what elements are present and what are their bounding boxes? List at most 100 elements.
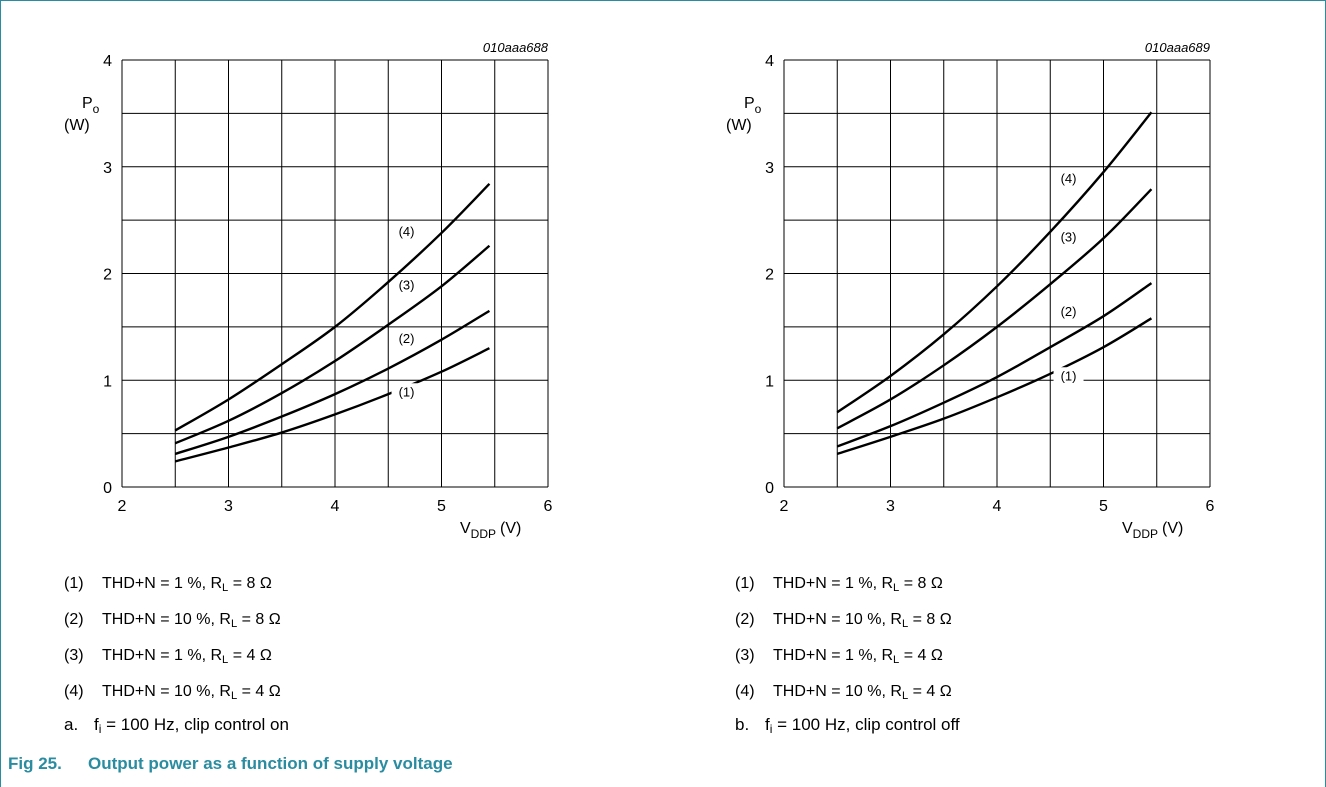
x-tick-label: 5	[1099, 498, 1108, 515]
series-line-1	[174, 347, 490, 463]
series-line-4	[174, 182, 491, 432]
legend-tail: = 8 Ω	[899, 575, 943, 592]
y-tick-label: 0	[103, 480, 112, 497]
series-label-bg	[391, 383, 422, 401]
x-tick-label: 4	[993, 498, 1002, 515]
series-label-bg	[1053, 367, 1084, 385]
y-tick-label: 1	[765, 373, 774, 390]
legend-tail: = 4 Ω	[908, 683, 952, 700]
legend-subscript: L	[222, 654, 229, 666]
figure-title-text: Output power as a function of supply vol…	[88, 754, 453, 773]
legend-tail: = 4 Ω	[228, 647, 272, 664]
x-tick-label: 5	[437, 498, 446, 515]
caption-b-sub: i	[769, 722, 773, 736]
series-label-2: (2)	[399, 331, 415, 346]
series-label-bg	[1053, 228, 1084, 246]
caption-a-text: = 100 Hz, clip control on	[101, 715, 289, 734]
series-label-1: (1)	[1061, 368, 1077, 383]
legend-subscript: L	[893, 654, 900, 666]
legend-subscript: L	[893, 582, 900, 594]
series-line-1	[836, 317, 1153, 456]
legend-number: (4)	[64, 683, 84, 700]
y-axis-label-sub: o	[755, 102, 762, 116]
series-label-bg	[1053, 169, 1084, 187]
x-axis-label-unit: (V)	[1162, 520, 1183, 537]
legend-text: THD+N = 10 %, R	[773, 683, 902, 700]
legend-row: (2) THD+N = 10 %, RL = 8 Ω	[735, 612, 952, 648]
y-tick-label: 3	[765, 160, 774, 177]
caption-a-sub: i	[98, 722, 102, 736]
y-tick-label: 4	[765, 53, 774, 70]
legend-text: THD+N = 10 %, R	[773, 611, 902, 628]
legend-text: THD+N = 1 %, R	[773, 575, 894, 592]
series-label-3: (3)	[399, 278, 415, 293]
caption-a: a. fi = 100 Hz, clip control on	[64, 715, 289, 735]
figure-title: Fig 25. Output power as a function of sup…	[8, 754, 453, 774]
y-tick-label: 2	[765, 267, 774, 284]
series-label-bg	[391, 223, 422, 241]
y-axis-label: Po	[82, 95, 100, 116]
legend-row: (4) THD+N = 10 %, RL = 4 Ω	[64, 684, 281, 720]
legend-tail: = 8 Ω	[908, 611, 952, 628]
legend-text: THD+N = 1 %, R	[102, 647, 223, 664]
legend-number: (4)	[735, 683, 755, 700]
series-line-2	[836, 282, 1153, 448]
y-tick-label: 0	[765, 480, 774, 497]
x-axis-label-unit: (V)	[500, 520, 521, 537]
legend-row: (3) THD+N = 1 %, RL = 4 Ω	[735, 648, 952, 684]
y-tick-label: 1	[103, 373, 112, 390]
legend-tail: = 4 Ω	[899, 647, 943, 664]
x-tick-label: 4	[331, 498, 340, 515]
caption-b-pre: f	[765, 715, 770, 734]
legend-tail: = 8 Ω	[228, 575, 272, 592]
series-line-2	[174, 309, 491, 456]
legend-row: (4) THD+N = 10 %, RL = 4 Ω	[735, 684, 952, 720]
legend-number: (3)	[64, 647, 84, 664]
x-tick-label: 6	[544, 498, 553, 515]
series-label-bg	[391, 276, 422, 294]
series-label-1: (1)	[399, 384, 415, 399]
legend-subscript: L	[230, 690, 238, 702]
legend-text: THD+N = 10 %, R	[102, 611, 231, 628]
series-label-4: (4)	[399, 224, 415, 239]
x-tick-label: 6	[1206, 498, 1215, 515]
x-axis-label-sub: DDP	[471, 527, 496, 541]
x-axis-label: VDDP (V)	[460, 520, 521, 541]
x-tick-label: 2	[780, 498, 789, 515]
legend-subscript: L	[901, 618, 909, 630]
legend-subscript: L	[230, 618, 238, 630]
legend-text: THD+N = 1 %, R	[773, 647, 894, 664]
legend-tail: = 8 Ω	[237, 611, 281, 628]
x-tick-label: 3	[224, 498, 233, 515]
y-axis-label: Po	[744, 95, 762, 116]
series-label-bg	[391, 329, 422, 347]
legend-row: (1) THD+N = 1 %, RL = 8 Ω	[64, 576, 281, 612]
legend-subscript: L	[222, 582, 229, 594]
series-line-4	[836, 111, 1153, 414]
frame-top-border	[0, 0, 1326, 1]
legend-text: THD+N = 1 %, R	[102, 575, 223, 592]
series-label-3: (3)	[1061, 229, 1077, 244]
x-axis-label-sub: DDP	[1133, 527, 1158, 541]
x-axis-label: VDDP (V)	[1122, 520, 1183, 541]
legend-row: (1) THD+N = 1 %, RL = 8 Ω	[735, 576, 952, 612]
legend-number: (1)	[64, 575, 84, 592]
y-tick-label: 4	[103, 53, 112, 70]
caption-b: b. fi = 100 Hz, clip control off	[735, 715, 960, 735]
legend-number: (2)	[735, 611, 755, 628]
figure-number: Fig 25.	[8, 754, 62, 773]
legend-number: (3)	[735, 647, 755, 664]
figure-id-label: 010aaa689	[1145, 40, 1210, 55]
y-tick-label: 3	[103, 160, 112, 177]
legend-text: THD+N = 10 %, R	[102, 683, 231, 700]
frame-left-border	[0, 0, 1, 787]
y-axis-unit: (W)	[64, 117, 90, 134]
caption-b-text: = 100 Hz, clip control off	[772, 715, 960, 734]
series-label-bg	[1053, 303, 1084, 321]
legend-number: (2)	[64, 611, 84, 628]
figure-id-label: 010aaa688	[483, 40, 549, 55]
legend-row: (2) THD+N = 10 %, RL = 8 Ω	[64, 612, 281, 648]
series-line-3	[836, 188, 1153, 430]
